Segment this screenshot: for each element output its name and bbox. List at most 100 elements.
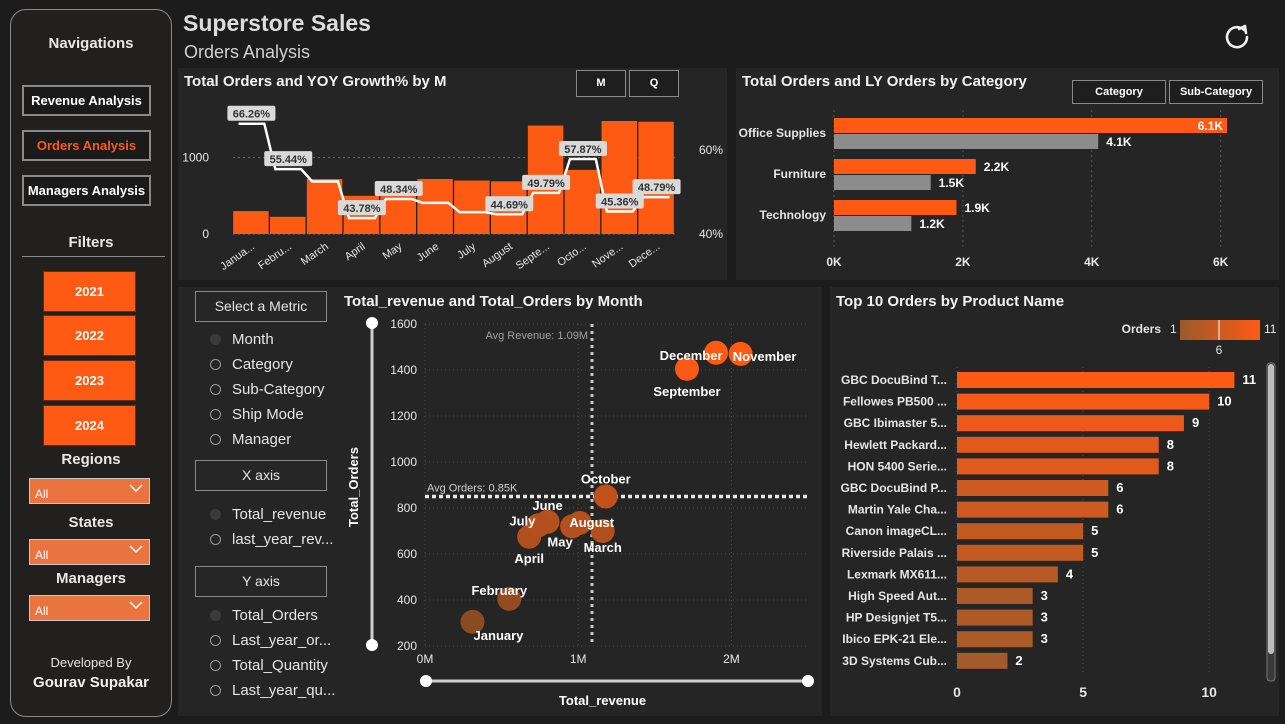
product-value-label: 4 bbox=[1066, 566, 1074, 581]
y-tick-label: 0 bbox=[202, 227, 209, 241]
point-label: November bbox=[733, 349, 797, 364]
order-bar bbox=[270, 216, 306, 234]
product-bar bbox=[957, 588, 1033, 604]
scrollbar-thumb[interactable] bbox=[1268, 364, 1274, 654]
states-dropdown[interactable]: All bbox=[29, 539, 150, 565]
point-label: April bbox=[514, 551, 544, 566]
order-bar bbox=[638, 121, 674, 234]
product-value-label: 6 bbox=[1116, 480, 1123, 495]
product-value-label: 3 bbox=[1041, 610, 1048, 625]
year-2024-button[interactable]: 2024 bbox=[43, 405, 136, 446]
growth-data-label: 44.69% bbox=[491, 199, 529, 211]
x-tick-label: August bbox=[480, 241, 515, 270]
x-tick-label: 10 bbox=[1201, 684, 1217, 700]
regions-label: Regions bbox=[61, 451, 121, 468]
metric-sub-category-radio[interactable]: Sub-Category bbox=[210, 381, 325, 398]
metric-manager-radio[interactable]: Manager bbox=[210, 431, 291, 448]
scatter-panel: Select a Metric Month Category Sub-Categ… bbox=[178, 287, 822, 716]
data-label-bg bbox=[374, 180, 423, 196]
year-2023-button[interactable]: 2023 bbox=[43, 360, 136, 401]
product-bar bbox=[957, 415, 1184, 432]
y-tick-label: 1000 bbox=[390, 455, 417, 469]
nav-revenue-analysis-button[interactable]: Revenue Analysis bbox=[22, 85, 151, 116]
month-point bbox=[497, 586, 522, 611]
data-label-bg bbox=[227, 105, 276, 121]
category-label: Technology bbox=[760, 208, 827, 222]
top10-chart-title: Top 10 Orders by Product Name bbox=[836, 293, 1065, 310]
y-total-quantity-radio[interactable]: Total_Quantity bbox=[210, 657, 328, 674]
regions-dropdown[interactable]: All bbox=[29, 478, 150, 504]
category-toggle-button[interactable]: Category bbox=[1072, 80, 1166, 104]
product-label: Fellowes PB500 ... bbox=[843, 395, 947, 409]
radio-label: Month bbox=[232, 331, 274, 348]
growth-data-label: 66.26% bbox=[233, 109, 271, 121]
month-point bbox=[567, 510, 592, 535]
y-axis-button[interactable]: Y axis bbox=[195, 566, 327, 597]
product-label: High Speed Aut... bbox=[848, 589, 947, 603]
radio-label: Manager bbox=[232, 431, 292, 448]
total-orders-bar bbox=[834, 159, 976, 174]
point-label: March bbox=[584, 540, 622, 555]
managers-dropdown-value: All bbox=[35, 604, 49, 618]
sub-category-toggle-button[interactable]: Sub-Category bbox=[1169, 80, 1263, 104]
year-2021-button[interactable]: 2021 bbox=[43, 271, 136, 312]
product-value-label: 10 bbox=[1217, 394, 1231, 409]
y-tick-label: 1000 bbox=[182, 151, 209, 165]
product-label: Hewlett Packard... bbox=[844, 438, 947, 452]
nav-managers-analysis-button[interactable]: Managers Analysis bbox=[22, 175, 151, 206]
y-last-year-quantity-radio[interactable]: Last_year_qu... bbox=[210, 682, 335, 699]
y-last-year-orders-radio[interactable]: Last_year_or... bbox=[210, 632, 331, 649]
product-label: HON 5400 Serie... bbox=[848, 459, 947, 473]
x-axis-button[interactable]: X axis bbox=[195, 460, 327, 491]
product-label: Lexmark MX611... bbox=[847, 567, 947, 581]
point-label: December bbox=[660, 348, 723, 363]
y-range-slider-handle[interactable] bbox=[366, 639, 378, 651]
radio-label: Ship Mode bbox=[232, 406, 304, 423]
x-range-slider-handle[interactable] bbox=[420, 675, 432, 687]
metric-category-radio[interactable]: Category bbox=[210, 356, 293, 373]
nav-orders-analysis-button[interactable]: Orders Analysis bbox=[22, 130, 151, 161]
order-bar bbox=[233, 211, 269, 234]
metric-ship-mode-radio[interactable]: Ship Mode bbox=[210, 406, 304, 423]
refresh-icon[interactable] bbox=[1222, 22, 1252, 52]
x-total-revenue-radio[interactable]: Total_revenue bbox=[210, 506, 326, 523]
x-range-slider-handle[interactable] bbox=[802, 675, 814, 687]
product-bar bbox=[957, 523, 1084, 540]
point-label: July bbox=[509, 513, 536, 528]
order-bar bbox=[527, 125, 564, 234]
x-tick-label: Janua... bbox=[218, 241, 257, 273]
x-last-year-revenue-radio[interactable]: last_year_rev... bbox=[210, 531, 333, 548]
year-2022-button[interactable]: 2022 bbox=[43, 315, 136, 356]
month-toggle-button[interactable]: M bbox=[576, 70, 626, 97]
y-axis-title: Total_Orders bbox=[346, 447, 361, 527]
filters-title: Filters bbox=[68, 234, 114, 251]
y-range-slider-handle[interactable] bbox=[366, 317, 378, 329]
x-tick-label: Octo... bbox=[555, 241, 588, 269]
managers-dropdown[interactable]: All bbox=[29, 595, 150, 621]
legend-max-label: 11 bbox=[1264, 322, 1277, 336]
ly-orders-bar bbox=[834, 175, 931, 190]
data-label-bg bbox=[485, 196, 534, 212]
order-bar bbox=[306, 179, 343, 234]
product-label: 3D Systems Cub... bbox=[842, 654, 947, 668]
quarter-toggle-button[interactable]: Q bbox=[629, 70, 679, 97]
total-orders-bar bbox=[834, 118, 1228, 133]
filters-divider bbox=[22, 256, 165, 257]
month-point bbox=[460, 609, 485, 634]
product-value-label: 8 bbox=[1167, 458, 1174, 473]
order-bar bbox=[601, 120, 637, 234]
metric-month-radio[interactable]: Month bbox=[210, 331, 274, 348]
radio-label: Sub-Category bbox=[232, 381, 325, 398]
growth-data-label: 45.36% bbox=[601, 196, 639, 208]
month-point bbox=[593, 484, 618, 509]
data-label-bg bbox=[337, 200, 386, 216]
x-tick-label: 5 bbox=[1079, 684, 1087, 700]
y-total-orders-radio[interactable]: Total_Orders bbox=[210, 607, 318, 624]
product-bar bbox=[957, 393, 1210, 410]
page-title: Superstore Sales bbox=[183, 10, 371, 36]
point-label: August bbox=[569, 515, 614, 530]
month-point bbox=[728, 341, 753, 366]
yoy-chart: 1000 0 60% 40% Janua...Febru... March April May… bbox=[182, 105, 723, 273]
select-metric-button[interactable]: Select a Metric bbox=[195, 291, 327, 322]
category-chart-title: Total Orders and LY Orders by Category bbox=[742, 73, 1027, 90]
